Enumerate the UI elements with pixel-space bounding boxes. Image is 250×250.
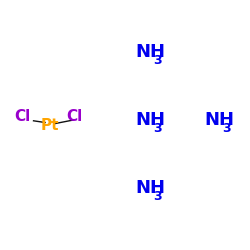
Text: NH: NH bbox=[204, 111, 234, 129]
Text: NH: NH bbox=[135, 43, 165, 61]
Text: 3: 3 bbox=[154, 190, 162, 203]
Text: 3: 3 bbox=[154, 54, 162, 67]
Text: NH: NH bbox=[135, 179, 165, 197]
Text: Pt: Pt bbox=[40, 118, 59, 132]
Text: 3: 3 bbox=[154, 122, 162, 135]
Text: 3: 3 bbox=[223, 122, 231, 135]
Text: Cl: Cl bbox=[66, 109, 82, 124]
Text: NH: NH bbox=[135, 111, 165, 129]
Text: Cl: Cl bbox=[14, 109, 30, 124]
